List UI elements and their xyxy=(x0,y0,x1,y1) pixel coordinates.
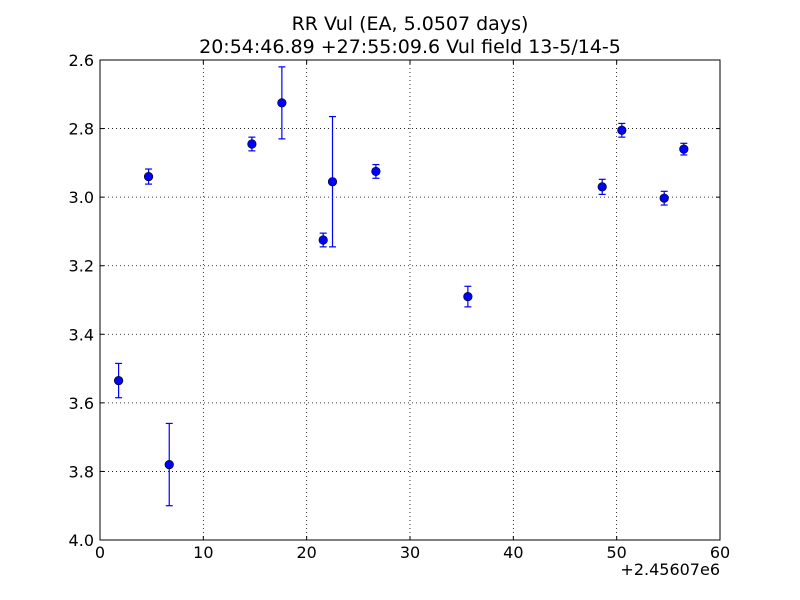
data-point xyxy=(113,375,124,386)
data-point xyxy=(143,171,154,182)
y-tick-label: 3.4 xyxy=(69,325,94,344)
x-tick-label: 50 xyxy=(606,543,626,562)
data-series xyxy=(113,66,689,507)
y-tick-label: 3.2 xyxy=(69,257,94,276)
data-point xyxy=(659,193,669,203)
y-tick-label: 4.0 xyxy=(69,531,94,550)
data-point xyxy=(679,144,689,154)
plot-frame xyxy=(99,59,721,541)
axis-ticks: 0 10 20 30 40 50 60 2.6 2.8 3.0 3.2 3.4 3.6 3.8 4.0 xyxy=(69,51,731,562)
data-point xyxy=(327,177,338,187)
y-tick-label: 2.6 xyxy=(69,51,94,70)
y-tick-label: 3.6 xyxy=(69,394,94,413)
x-tick-label: 30 xyxy=(400,543,420,562)
x-tick-label: 60 xyxy=(710,543,730,562)
data-point xyxy=(247,139,257,149)
grid xyxy=(100,60,720,540)
y-tick-label: 3.0 xyxy=(69,188,94,207)
y-tick-label: 3.8 xyxy=(69,462,94,481)
chart-subtitle: 20:54:46.89 +27:55:09.6 Vul field 13-5/1… xyxy=(199,36,621,58)
data-point xyxy=(597,182,607,192)
data-point xyxy=(277,98,287,108)
data-point xyxy=(463,291,473,302)
data-point xyxy=(164,459,174,470)
x-offset-label: +2.45607e6 xyxy=(620,560,720,579)
data-point xyxy=(371,166,381,177)
y-tick-label: 2.8 xyxy=(69,120,94,139)
x-tick-label: 20 xyxy=(296,543,316,562)
data-point xyxy=(318,235,328,245)
data-point xyxy=(617,125,627,135)
chart-title: RR Vul (EA, 5.0507 days) xyxy=(292,13,529,35)
x-tick-label: 40 xyxy=(503,543,523,562)
x-tick-label: 0 xyxy=(95,543,105,562)
x-tick-label: 10 xyxy=(193,543,213,562)
